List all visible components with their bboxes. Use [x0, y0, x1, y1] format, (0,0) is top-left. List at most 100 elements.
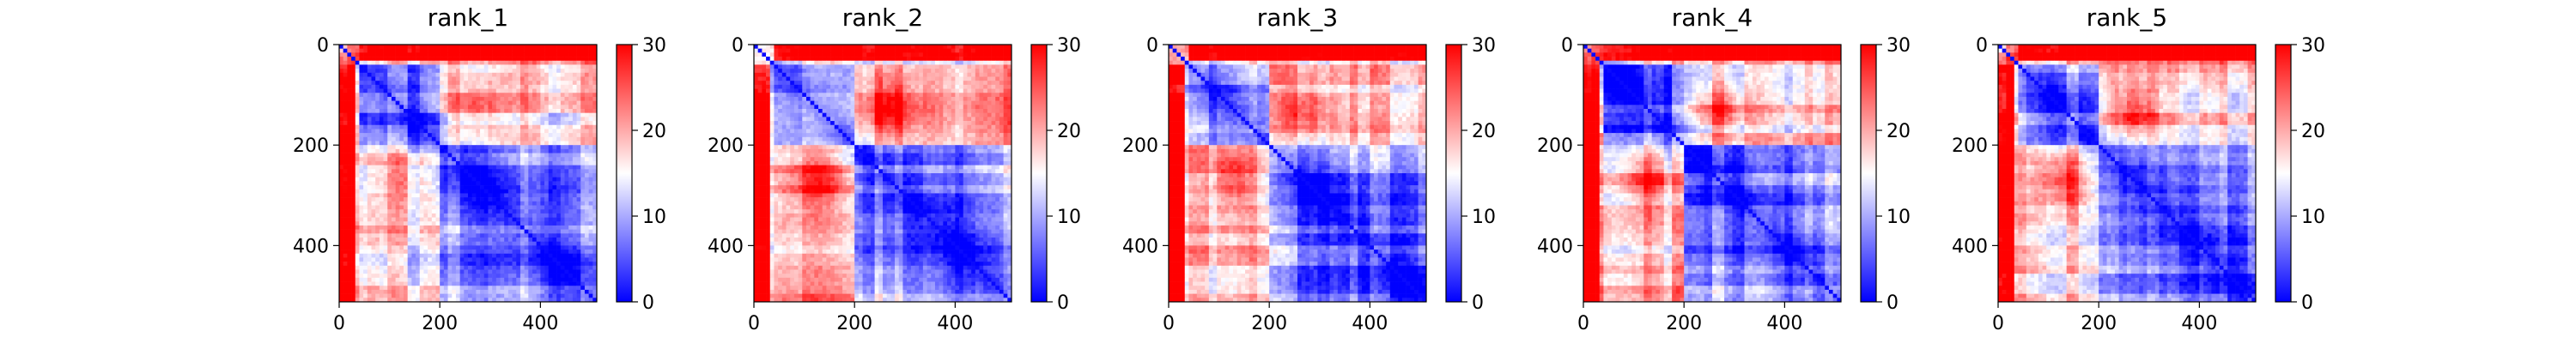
heatmap-cell	[963, 88, 968, 93]
heatmap-cell	[762, 57, 767, 62]
heatmap-cell	[552, 72, 557, 77]
heatmap-cell	[939, 88, 944, 93]
heatmap-cell	[367, 189, 372, 194]
heatmap-cell	[532, 133, 537, 138]
heatmap-cell	[492, 129, 497, 134]
heatmap-cell	[592, 105, 598, 110]
heatmap-cell	[419, 189, 424, 194]
heatmap-cell	[476, 64, 481, 69]
heatmap-cell	[532, 100, 537, 105]
heatmap-cell	[339, 84, 343, 89]
heatmap-cell	[500, 250, 505, 255]
heatmap-cell	[471, 245, 477, 250]
heatmap-cell	[468, 241, 472, 246]
heatmap-cell	[955, 93, 960, 98]
heatmap-cell	[435, 185, 440, 190]
heatmap-cell	[519, 96, 525, 101]
heatmap-cell	[560, 88, 565, 93]
heatmap-cell	[367, 145, 372, 150]
heatmap-cell	[416, 277, 421, 282]
heatmap-cell	[898, 93, 903, 98]
heatmap-cell	[371, 225, 376, 230]
heatmap-cell	[524, 225, 529, 230]
heatmap-cell	[440, 181, 445, 186]
heatmap-cell	[999, 88, 1004, 93]
heatmap-cell	[407, 105, 412, 110]
heatmap-cell	[407, 93, 412, 98]
heatmap-cell	[480, 105, 485, 110]
heatmap-cell	[379, 281, 384, 286]
heatmap-cell	[826, 48, 831, 53]
heatmap-cell	[874, 52, 879, 57]
heatmap-cell	[387, 286, 392, 291]
heatmap-cell	[375, 250, 380, 255]
heatmap-cell	[536, 165, 541, 170]
heatmap-cell	[584, 265, 589, 270]
heatmap-cell	[395, 233, 400, 238]
heatmap-cell	[435, 293, 440, 298]
heatmap-cell	[580, 76, 586, 81]
heatmap-cell	[548, 117, 553, 122]
heatmap-cell	[399, 265, 404, 270]
heatmap-cell	[495, 225, 501, 230]
heatmap-cell	[459, 45, 465, 49]
heatmap-cell	[1007, 60, 1012, 65]
heatmap-cell	[455, 52, 460, 57]
heatmap-cell	[371, 136, 376, 141]
heatmap-cell	[588, 286, 593, 291]
heatmap-cell	[355, 201, 360, 206]
heatmap-cell	[379, 112, 384, 117]
heatmap-cell	[524, 277, 529, 282]
heatmap-cell	[516, 169, 521, 174]
heatmap-cell	[572, 60, 577, 65]
heatmap-cell	[395, 238, 400, 242]
heatmap-cell	[886, 57, 891, 62]
heatmap-cell	[766, 93, 771, 98]
heatmap-cell	[576, 133, 581, 138]
heatmap-cell	[762, 76, 767, 81]
heatmap-cell	[459, 189, 465, 194]
heatmap-cell	[355, 153, 360, 158]
heatmap-cell	[379, 293, 384, 298]
heatmap-cell	[991, 81, 996, 86]
heatmap-cell	[584, 124, 589, 129]
heatmap-cell	[495, 105, 501, 110]
heatmap-cell	[347, 209, 352, 214]
heatmap-cell	[428, 293, 433, 298]
heatmap-cell	[584, 181, 589, 186]
heatmap-cell	[443, 124, 448, 129]
heatmap-cell	[507, 233, 513, 238]
heatmap-cell	[375, 105, 380, 110]
heatmap-cell	[781, 88, 787, 93]
heatmap-cell	[416, 298, 421, 303]
heatmap-cell	[468, 157, 472, 162]
heatmap-cell	[572, 64, 577, 69]
heatmap-cell	[786, 93, 791, 98]
heatmap-cell	[428, 121, 433, 126]
heatmap-cell	[568, 262, 574, 267]
heatmap-cell	[544, 229, 550, 234]
heatmap-cell	[967, 57, 972, 62]
heatmap-cell	[560, 189, 565, 194]
heatmap-cell	[548, 189, 553, 194]
heatmap-cell	[416, 181, 421, 186]
heatmap-cell	[459, 76, 465, 81]
heatmap-cell	[367, 225, 372, 230]
heatmap-cell	[524, 257, 529, 262]
heatmap-cell	[564, 133, 569, 138]
heatmap-cell	[468, 136, 472, 141]
heatmap-cell	[355, 173, 360, 178]
heatmap-cell	[375, 153, 380, 158]
heatmap-cell	[898, 60, 903, 65]
heatmap-cell	[468, 262, 472, 267]
heatmap-cell	[495, 117, 501, 122]
heatmap-cell	[572, 253, 577, 258]
heatmap-cell	[375, 193, 380, 198]
heatmap-cell	[592, 81, 598, 86]
heatmap-cell	[528, 269, 533, 274]
heatmap-cell	[540, 100, 545, 105]
heatmap-cell	[519, 52, 525, 57]
heatmap-cell	[471, 269, 477, 274]
heatmap-cell	[480, 165, 485, 170]
heatmap-cell	[343, 250, 348, 255]
